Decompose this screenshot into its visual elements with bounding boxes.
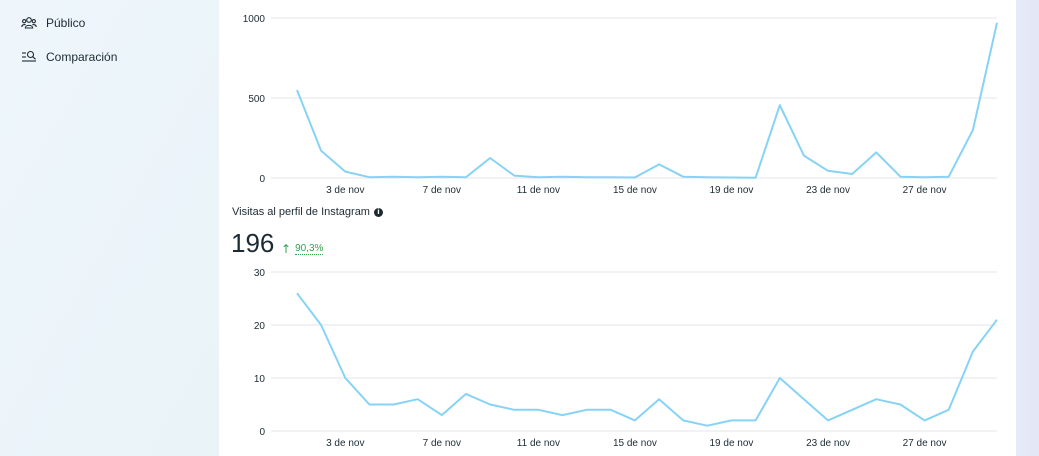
x-tick-label: 19 de nov bbox=[710, 185, 754, 196]
x-tick-label: 15 de nov bbox=[613, 438, 657, 449]
metric-title: Visitas al perfil de Instagram i bbox=[232, 206, 383, 218]
x-tick-label: 27 de nov bbox=[903, 438, 947, 449]
sidebar-item-label: Público bbox=[46, 16, 86, 30]
change-percent: 90,3% bbox=[295, 243, 324, 255]
arrow-up-icon: ↑ bbox=[281, 242, 292, 256]
x-tick-label: 27 de nov bbox=[903, 185, 947, 196]
x-tick-label: 7 de nov bbox=[423, 438, 461, 449]
metric-value: 196 bbox=[231, 228, 275, 258]
x-tick-label: 11 de nov bbox=[517, 438, 560, 449]
info-icon[interactable]: i bbox=[373, 207, 383, 217]
series-line bbox=[296, 292, 998, 427]
right-edge bbox=[1016, 0, 1039, 456]
x-tick-label: 3 de nov bbox=[326, 438, 364, 449]
sidebar-item-publico[interactable]: Público bbox=[21, 15, 85, 31]
x-tick-label: 15 de nov bbox=[613, 185, 657, 196]
x-tick-label: 11 de nov bbox=[517, 185, 560, 196]
x-tick-label: 7 de nov bbox=[423, 185, 461, 196]
x-tick-label: 3 de nov bbox=[326, 185, 364, 196]
metric-change[interactable]: ↑ 90,3% bbox=[281, 242, 324, 256]
metric-title-text: Visitas al perfil de Instagram bbox=[232, 206, 370, 218]
y-tick-label: 30 bbox=[254, 268, 266, 279]
y-tick-label: 10 bbox=[254, 374, 266, 385]
x-tick-label: 23 de nov bbox=[806, 438, 850, 449]
line-chart-profile-visits: 0 10 20 30 3 de nov 7 de nov 11 de nov 15 de no… bbox=[254, 268, 998, 449]
y-tick-label: 500 bbox=[248, 94, 265, 105]
sidebar: Público Comparación bbox=[0, 0, 219, 456]
audience-icon bbox=[21, 15, 37, 31]
y-tick-label: 0 bbox=[259, 174, 265, 185]
series-line bbox=[296, 22, 998, 179]
x-tick-label: 19 de nov bbox=[710, 438, 754, 449]
insights-panel: 0 500 1000 3 de nov 7 de nov 11 de nov 15 de n… bbox=[219, 0, 1016, 456]
y-tick-label: 0 bbox=[259, 427, 265, 438]
line-chart-top: 0 500 1000 3 de nov 7 de nov 11 de nov 15 de n… bbox=[243, 14, 998, 196]
sidebar-item-label: Comparación bbox=[46, 50, 118, 64]
y-tick-label: 20 bbox=[254, 321, 266, 332]
x-tick-label: 23 de nov bbox=[806, 185, 850, 196]
compare-icon bbox=[21, 49, 37, 65]
y-tick-label: 1000 bbox=[243, 14, 266, 25]
sidebar-item-comparacion[interactable]: Comparación bbox=[21, 49, 117, 65]
